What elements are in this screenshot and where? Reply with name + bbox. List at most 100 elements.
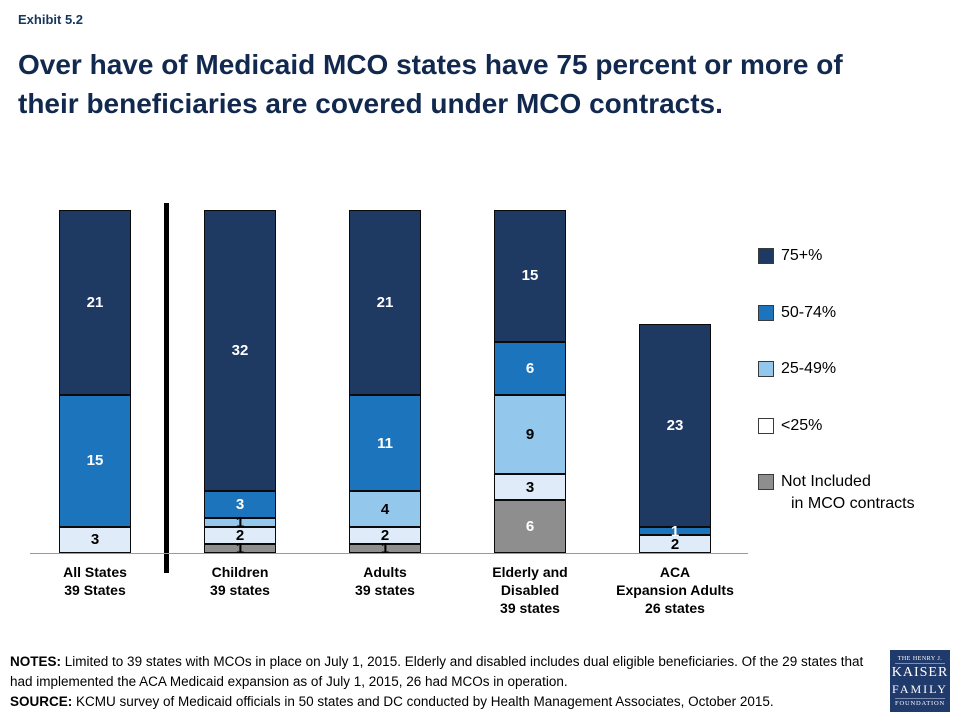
logo-line-3: FAMILY bbox=[892, 681, 948, 696]
kff-logo: THE HENRY J. KAISER FAMILY FOUNDATION bbox=[890, 650, 950, 712]
footnotes: NOTES: Limited to 39 states with MCOs in… bbox=[10, 652, 882, 712]
segment-value-label: 3 bbox=[90, 531, 100, 549]
segment-value-label: 2 bbox=[380, 526, 390, 544]
bar-segment: 15 bbox=[494, 209, 566, 342]
segment-value-label: 2 bbox=[670, 535, 680, 553]
legend-label: 75+% bbox=[781, 247, 823, 264]
x-axis-label: Elderly and Disabled 39 states bbox=[450, 563, 610, 618]
title-line-1: Over have of Medicaid MCO states have 75… bbox=[18, 49, 843, 80]
bar-segment: 32 bbox=[204, 209, 276, 492]
legend-label: 25-49% bbox=[781, 360, 837, 378]
x-axis-label-line: Disabled bbox=[500, 582, 560, 599]
bar-segment: 21 bbox=[349, 209, 421, 395]
segment-value-label: 21 bbox=[376, 293, 394, 311]
bar-group: 15 6 9 3 6 Elderly and Disabled 39 states bbox=[460, 205, 600, 616]
segment-value-label: 1 bbox=[235, 540, 245, 558]
x-axis-label-line: 39 states bbox=[210, 582, 270, 599]
segment-value-label: 1 bbox=[380, 540, 390, 558]
page-title: Over have of Medicaid MCO states have 75… bbox=[18, 46, 843, 123]
legend-swatch-icon bbox=[758, 248, 774, 264]
logo-line-1: THE HENRY J. bbox=[895, 656, 945, 664]
legend-item: <25% bbox=[758, 415, 915, 437]
segment-value-label: 1 bbox=[670, 522, 680, 540]
stacked-bar: 15 6 9 3 6 bbox=[494, 209, 566, 553]
segment-value-label: 3 bbox=[235, 496, 245, 514]
bar-segment: 1 bbox=[204, 513, 276, 531]
bar-group: 21 15 3 All States 39 States bbox=[25, 205, 165, 598]
legend-swatch-icon bbox=[758, 417, 774, 434]
legend-item: 25-49% bbox=[758, 358, 915, 380]
title-line-2: their beneficiaries are covered under MC… bbox=[18, 87, 723, 119]
source-label: SOURCE: bbox=[10, 693, 73, 709]
segment-value-label: 3 bbox=[525, 478, 535, 496]
x-axis-label-line: ACA bbox=[659, 564, 691, 580]
bar-segment: 1 bbox=[204, 540, 276, 558]
legend: 75+% 50-74% 25-49% <25% Not Included in MCO c… bbox=[758, 245, 915, 550]
stacked-bar: 32 3 1 2 1 bbox=[204, 209, 276, 558]
bar-segment: 21 bbox=[59, 209, 131, 395]
segment-value-label: 1 bbox=[235, 513, 245, 531]
bar-segment: 3 bbox=[494, 473, 566, 501]
legend-swatch-icon bbox=[758, 474, 774, 491]
notes-label: NOTES: bbox=[10, 654, 62, 669]
legend-swatch-icon bbox=[758, 304, 774, 321]
notes-text: Limited to 39 states with MCOs in place … bbox=[10, 654, 864, 689]
stacked-bar-chart: 21 15 3 All States 39 States 32 3 1 2 1 Children 39… bbox=[0, 203, 960, 635]
source-line: SOURCE: KCMU survey of Medicaid official… bbox=[10, 692, 882, 712]
legend-label: Not Included in MCO contracts bbox=[781, 473, 915, 512]
bar-group: 32 3 1 2 1 Children 39 states bbox=[170, 205, 310, 598]
divider-line bbox=[164, 203, 169, 573]
x-axis-label-line: Children bbox=[211, 564, 269, 580]
legend-item: 75+% bbox=[758, 245, 915, 267]
bar-segment: 15 bbox=[59, 394, 131, 527]
segment-value-label: 6 bbox=[525, 359, 535, 377]
bar-segment: 3 bbox=[59, 526, 131, 553]
bar-segment: 6 bbox=[494, 500, 566, 553]
bar-segment: 23 bbox=[639, 324, 711, 527]
logo-line-4: FOUNDATION bbox=[895, 697, 945, 707]
x-axis-label-line: 39 States bbox=[64, 582, 126, 599]
legend-label: 50-74% bbox=[781, 303, 837, 321]
legend-swatch-icon bbox=[758, 361, 774, 378]
legend-item: Not Included in MCO contracts bbox=[758, 471, 915, 514]
bar-segment: 2 bbox=[349, 526, 421, 545]
segment-value-label: 6 bbox=[525, 518, 535, 536]
segment-value-label: 15 bbox=[521, 267, 539, 285]
bar-segment: 1 bbox=[349, 540, 421, 558]
x-axis-label-line: Elderly and bbox=[492, 564, 568, 580]
stacked-bar: 23 1 2 bbox=[639, 324, 711, 553]
x-axis-label-line: 39 states bbox=[355, 582, 415, 599]
x-axis-label-line: 39 states bbox=[500, 600, 560, 617]
bar-segment: 9 bbox=[494, 394, 566, 474]
x-axis-label-line: Expansion Adults bbox=[616, 582, 734, 599]
exhibit-label: Exhibit 5.2 bbox=[18, 12, 84, 27]
segment-value-label: 2 bbox=[235, 526, 245, 544]
segment-value-label: 32 bbox=[231, 342, 249, 360]
x-axis-label: Children 39 states bbox=[160, 563, 320, 599]
segment-value-label: 15 bbox=[86, 452, 104, 470]
segment-value-label: 9 bbox=[525, 425, 535, 443]
x-axis-label: All States 39 States bbox=[15, 563, 175, 599]
bar-group: 23 1 2 ACA Expansion Adults 26 states bbox=[605, 205, 745, 616]
notes-line: NOTES: Limited to 39 states with MCOs in… bbox=[10, 652, 882, 692]
x-axis-label-line: 26 states bbox=[645, 600, 705, 617]
segment-value-label: 23 bbox=[666, 416, 684, 434]
logo-line-2: KAISER bbox=[891, 664, 949, 680]
x-axis-label-line: Adults bbox=[363, 564, 407, 580]
segment-value-label: 11 bbox=[377, 434, 393, 452]
bar-segment: 2 bbox=[639, 535, 711, 553]
x-axis-line bbox=[30, 553, 748, 554]
bar-segment: 1 bbox=[639, 522, 711, 540]
legend-label: <25% bbox=[781, 416, 823, 434]
bar-segment: 6 bbox=[494, 341, 566, 395]
bar-area: 21 15 3 All States 39 States 32 3 1 2 1 Children 39… bbox=[25, 205, 745, 616]
bar-segment: 11 bbox=[349, 394, 421, 492]
x-axis-label: ACA Expansion Adults 26 states bbox=[595, 563, 755, 618]
bar-segment: 2 bbox=[204, 526, 276, 545]
source-text: KCMU survey of Medicaid officials in 50 … bbox=[76, 693, 774, 709]
stacked-bar: 21 15 3 bbox=[59, 209, 131, 553]
x-axis-label: Adults 39 states bbox=[305, 563, 465, 599]
segment-value-label: 4 bbox=[380, 500, 390, 518]
x-axis-label-line: All States bbox=[63, 564, 127, 580]
